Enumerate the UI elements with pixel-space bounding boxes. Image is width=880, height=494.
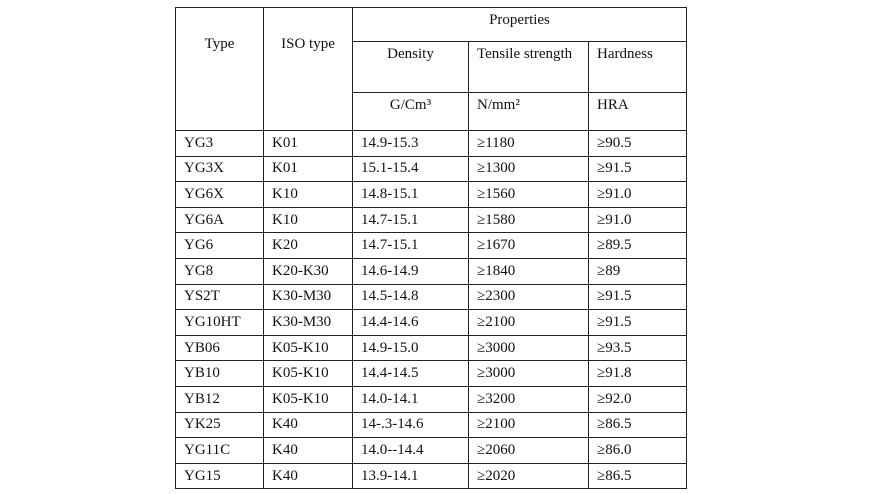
data-cell: 14.7-15.1 bbox=[352, 206, 469, 234]
data-cell: YG11C bbox=[175, 437, 264, 464]
data-cell: 14.0-14.1 bbox=[352, 385, 469, 413]
data-cell: K01 bbox=[263, 155, 353, 183]
data-cell: 14.6-14.9 bbox=[352, 257, 469, 285]
data-cell: ≥2100 bbox=[468, 309, 589, 336]
data-cell: YS2T bbox=[175, 283, 264, 311]
data-cell: ≥3000 bbox=[468, 360, 589, 387]
data-cell: ≥1580 bbox=[468, 206, 589, 234]
data-row: YB06 K05-K10 14.9-15.0 ≥3000 ≥93.5 bbox=[175, 334, 687, 362]
data-cell: ≥3000 bbox=[468, 334, 589, 362]
data-cell: K05-K10 bbox=[263, 385, 353, 413]
data-cell: 14.8-15.1 bbox=[352, 181, 469, 208]
data-row: YS2T K30-M30 14.5-14.8 ≥2300 ≥91.5 bbox=[175, 283, 687, 311]
data-cell: 14.5-14.8 bbox=[352, 283, 469, 311]
data-cell: YG15 bbox=[175, 462, 264, 490]
data-cell: ≥91.0 bbox=[588, 206, 687, 234]
data-row: YB12 K05-K10 14.0-14.1 ≥3200 ≥92.0 bbox=[175, 385, 687, 413]
data-cell: ≥89.5 bbox=[588, 232, 687, 259]
data-cell: 14.9-15.0 bbox=[352, 334, 469, 362]
unit-cell: N/mm² bbox=[468, 92, 589, 131]
data-cell: K10 bbox=[263, 206, 353, 234]
data-row: YG11C K40 14.0--14.4 ≥2060 ≥86.0 bbox=[175, 437, 687, 464]
data-row: YG10HT K30-M30 14.4-14.6 ≥2100 ≥91.5 bbox=[175, 309, 687, 336]
data-cell: YG8 bbox=[175, 257, 264, 285]
data-cell: ≥2020 bbox=[468, 462, 589, 490]
data-cell: 15.1-15.4 bbox=[352, 155, 469, 183]
header-cell: Hardness bbox=[588, 41, 687, 93]
header-cell: Type bbox=[175, 7, 264, 131]
data-cell: ≥2100 bbox=[468, 411, 589, 439]
data-cell: K20 bbox=[263, 232, 353, 259]
header-cell: Properties bbox=[352, 7, 687, 42]
header-cell: Density bbox=[352, 41, 469, 93]
data-cell: YK25 bbox=[175, 411, 264, 439]
data-cell: YG6X bbox=[175, 181, 264, 208]
data-cell: ≥1300 bbox=[468, 155, 589, 183]
data-cell: K20-K30 bbox=[263, 257, 353, 285]
data-cell: YG10HT bbox=[175, 309, 264, 336]
data-cell: YG6A bbox=[175, 206, 264, 234]
data-row: YB10 K05-K10 14.4-14.5 ≥3000 ≥91.8 bbox=[175, 360, 687, 387]
header-row: Type ISO type Properties bbox=[175, 7, 687, 131]
data-cell: K01 bbox=[263, 130, 353, 157]
data-cell: ≥2300 bbox=[468, 283, 589, 311]
data-cell: ≥91.5 bbox=[588, 283, 687, 311]
data-cell: ≥86.0 bbox=[588, 437, 687, 464]
data-row: YG6 K20 14.7-15.1 ≥1670 ≥89.5 bbox=[175, 232, 687, 259]
data-row: YG3 K01 14.9-15.3 ≥1180 ≥90.5 bbox=[175, 130, 687, 157]
data-cell: K30-M30 bbox=[263, 309, 353, 336]
data-cell: 14-.3-14.6 bbox=[352, 411, 469, 439]
header-row: Density Tensile strength Hardness bbox=[176, 41, 687, 93]
data-cell: YG6 bbox=[175, 232, 264, 259]
unit-cell: G/Cm³ bbox=[352, 92, 469, 131]
unit-cell: HRA bbox=[588, 92, 687, 131]
data-cell: K30-M30 bbox=[263, 283, 353, 311]
data-cell: ≥1670 bbox=[468, 232, 589, 259]
data-cell: 14.9-15.3 bbox=[352, 130, 469, 157]
data-cell: 14.4-14.6 bbox=[352, 309, 469, 336]
data-cell: ≥2060 bbox=[468, 437, 589, 464]
data-cell: K10 bbox=[263, 181, 353, 208]
data-cell: ≥86.5 bbox=[588, 411, 687, 439]
data-table: Type ISO type Properties Density Tensile… bbox=[175, 7, 687, 490]
data-cell: ≥92.0 bbox=[588, 385, 687, 413]
header-cell: Tensile strength bbox=[468, 41, 589, 93]
data-cell: ≥3200 bbox=[468, 385, 589, 413]
data-cell: K40 bbox=[263, 437, 353, 464]
data-cell: 14.0--14.4 bbox=[352, 437, 469, 464]
data-cell: ≥91.0 bbox=[588, 181, 687, 208]
data-cell: K05-K10 bbox=[263, 360, 353, 387]
data-row: YK25 K40 14-.3-14.6 ≥2100 ≥86.5 bbox=[175, 411, 687, 439]
data-row: YG15 K40 13.9-14.1 ≥2020 ≥86.5 bbox=[175, 462, 687, 490]
data-cell: YG3X bbox=[175, 155, 264, 183]
data-cell: ≥89 bbox=[588, 257, 687, 285]
data-cell: ≥91.5 bbox=[588, 309, 687, 336]
data-cell: YB10 bbox=[175, 360, 264, 387]
data-row: YG3X K01 15.1-15.4 ≥1300 ≥91.5 bbox=[175, 155, 687, 183]
data-cell: 13.9-14.1 bbox=[352, 462, 469, 490]
data-cell: K40 bbox=[263, 462, 353, 490]
data-cell: ≥1560 bbox=[468, 181, 589, 208]
data-row: YG6X K10 14.8-15.1 ≥1560 ≥91.0 bbox=[175, 181, 687, 208]
data-cell: ≥91.5 bbox=[588, 155, 687, 183]
data-cell: 14.7-15.1 bbox=[352, 232, 469, 259]
data-cell: K05-K10 bbox=[263, 334, 353, 362]
header-cell: ISO type bbox=[263, 7, 353, 131]
table-body: Type ISO type Properties Density Tensile… bbox=[175, 7, 687, 490]
data-cell: ≥86.5 bbox=[588, 462, 687, 490]
data-cell: ≥91.8 bbox=[588, 360, 687, 387]
data-cell: ≥1840 bbox=[468, 257, 589, 285]
data-cell: ≥93.5 bbox=[588, 334, 687, 362]
data-cell: ≥90.5 bbox=[588, 130, 687, 157]
data-cell: 14.4-14.5 bbox=[352, 360, 469, 387]
data-cell: YG3 bbox=[175, 130, 264, 157]
data-cell: YB12 bbox=[175, 385, 264, 413]
data-row: YG8 K20-K30 14.6-14.9 ≥1840 ≥89 bbox=[175, 257, 687, 285]
data-cell: K40 bbox=[263, 411, 353, 439]
data-row: YG6A K10 14.7-15.1 ≥1580 ≥91.0 bbox=[175, 206, 687, 234]
data-cell: YB06 bbox=[175, 334, 264, 362]
data-cell: ≥1180 bbox=[468, 130, 589, 157]
header-row: G/Cm³ N/mm² HRA bbox=[176, 92, 687, 131]
